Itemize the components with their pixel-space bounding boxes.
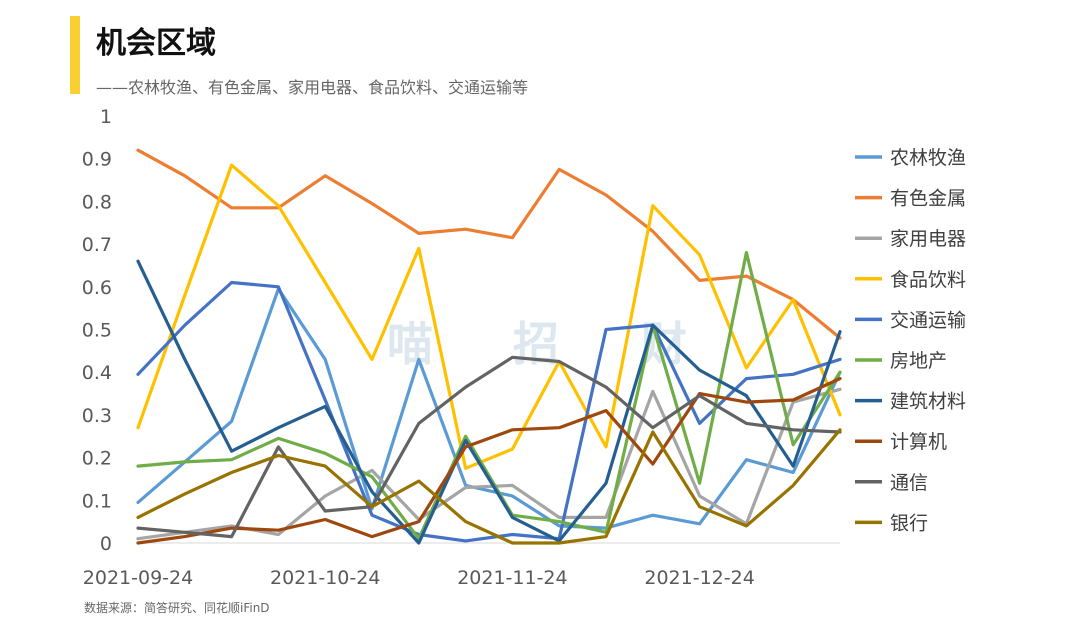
y-axis-ticks: 0 0.1 0.2 0.3 0.4 0.5 0.6 0.7 0.8 0.9 1 xyxy=(82,106,112,555)
y-tick-label: 0.4 xyxy=(82,362,112,384)
series-lines xyxy=(136,148,842,545)
y-tick-label: 0.5 xyxy=(82,320,112,342)
y-tick-label: 0.9 xyxy=(82,149,112,171)
legend-label: 计算机 xyxy=(890,431,947,453)
y-tick-label: 0.2 xyxy=(82,448,112,470)
legend-label: 农林牧渔 xyxy=(890,147,966,169)
x-tick-label: 2021-11-24 xyxy=(457,567,567,589)
y-tick-label: 1 xyxy=(100,106,112,128)
y-tick-label: 0.6 xyxy=(82,277,112,299)
series-line xyxy=(136,163,842,470)
series-line xyxy=(136,251,842,541)
y-tick-label: 0 xyxy=(100,533,112,555)
y-tick-label: 0.8 xyxy=(82,191,112,213)
page-title: 机会区域 xyxy=(96,26,216,61)
legend-label: 房地产 xyxy=(890,350,947,372)
series-line xyxy=(136,377,842,545)
legend-label: 有色金属 xyxy=(890,188,966,210)
series-line xyxy=(136,259,842,545)
y-tick-label: 0.1 xyxy=(82,490,112,512)
title-accent-bar xyxy=(70,16,80,94)
x-axis-ticks: 2021-09-24 2021-10-24 2021-11-24 2021-12-24 xyxy=(83,567,755,589)
y-tick-label: 0.7 xyxy=(82,234,112,256)
legend-label: 交通运输 xyxy=(890,309,966,331)
series-line xyxy=(136,355,842,539)
x-tick-label: 2021-10-24 xyxy=(270,567,380,589)
x-tick-label: 2021-12-24 xyxy=(644,567,754,589)
legend-label: 通信 xyxy=(890,472,928,494)
page-subtitle: ——农林牧渔、有色金属、家用电器、食品饮料、交通运输等 xyxy=(96,78,529,97)
source-note: 数据来源：简答研究、同花顺iFinD xyxy=(84,601,270,615)
x-tick-label: 2021-09-24 xyxy=(83,567,193,589)
legend-label: 家用电器 xyxy=(890,228,966,250)
series-line xyxy=(136,148,842,340)
series-line xyxy=(136,280,842,543)
legend-label: 食品饮料 xyxy=(890,269,966,291)
watermark-char: 招 xyxy=(513,317,559,371)
series-line xyxy=(136,287,842,530)
watermark-char: 喵 xyxy=(387,317,433,371)
legend-label: 建筑材料 xyxy=(890,391,966,413)
legend-label: 银行 xyxy=(890,512,928,534)
y-tick-label: 0.3 xyxy=(82,405,112,427)
series-line xyxy=(136,428,842,545)
